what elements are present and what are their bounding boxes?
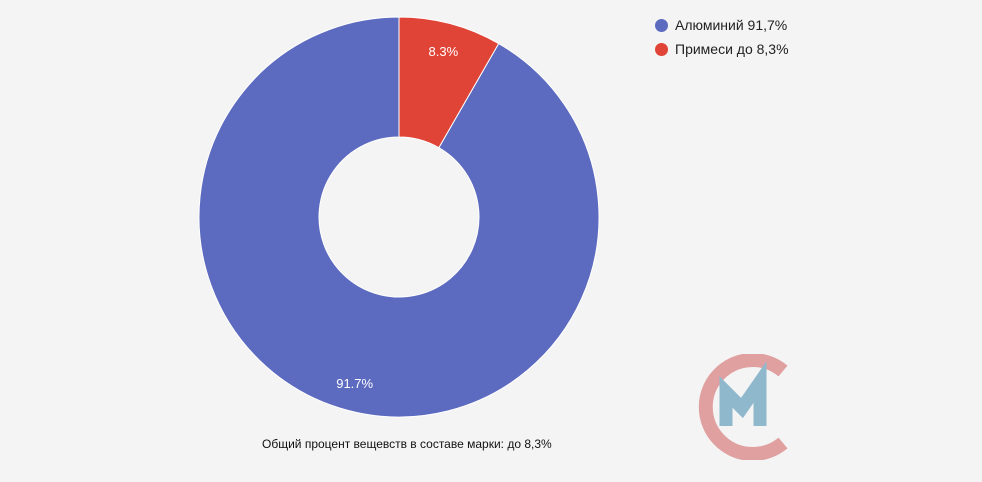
data-labels-group: 91.7% 8.3% (336, 44, 458, 391)
data-label-aluminium: 91.7% (336, 376, 373, 391)
legend-swatch-aluminium (655, 18, 668, 32)
legend-label-impurities: Примеси до 8,3% (675, 41, 789, 57)
legend-swatch-impurities (655, 42, 668, 56)
legend: Алюминий 91,7% Примеси до 8,3% (655, 14, 789, 62)
slice-impurities[interactable] (398, 16, 500, 149)
legend-item-impurities[interactable]: Примеси до 8,3% (655, 38, 789, 60)
slices-group (198, 16, 600, 418)
slice-aluminium[interactable] (198, 16, 600, 418)
data-label-impurities: 8.3% (429, 44, 459, 59)
cm-logo-icon (690, 353, 796, 461)
chart-caption: Общий процент вещевств в составе марки: … (262, 437, 552, 451)
legend-item-aluminium[interactable]: Алюминий 91,7% (655, 14, 789, 36)
legend-label-aluminium: Алюминий 91,7% (675, 17, 788, 33)
